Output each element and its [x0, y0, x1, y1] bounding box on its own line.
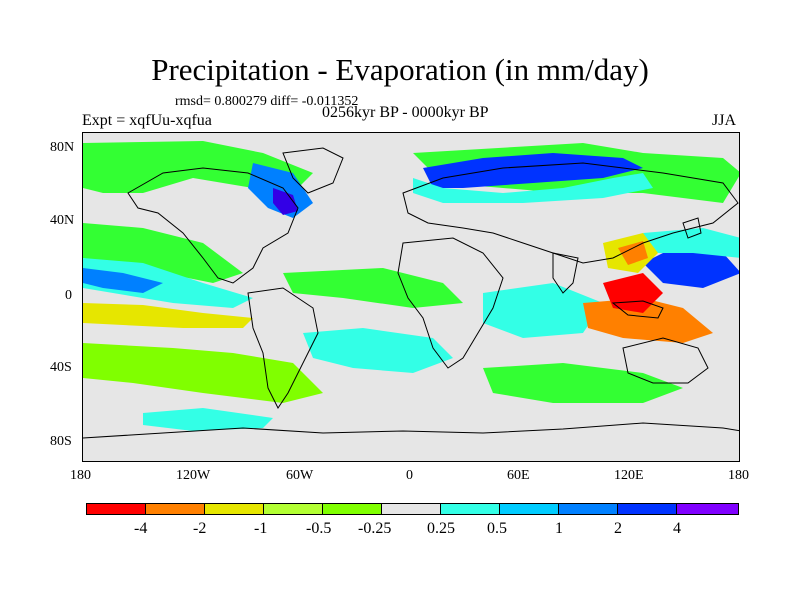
cb-label-1: -2	[193, 520, 207, 537]
lat-label-80n: 80N	[50, 140, 75, 155]
anomaly-cyan-indian	[483, 283, 603, 338]
lon-label-120w: 120W	[176, 468, 211, 483]
cb-swatch-2	[204, 503, 264, 515]
anomaly-purple-atlantic	[273, 188, 298, 215]
lon-label-60w: 60W	[286, 468, 314, 483]
cb-swatch-3	[263, 503, 323, 515]
cb-swatch-1	[145, 503, 205, 515]
anomaly-orange-asia	[618, 241, 648, 265]
coastline-greenland	[282, 147, 344, 194]
cb-swatch-8	[558, 503, 618, 515]
lon-label-0: 0	[406, 468, 413, 483]
lon-label-180e: 180	[728, 468, 749, 483]
coastline-australia	[622, 337, 709, 384]
cb-label-8: 2	[614, 520, 622, 537]
lat-label-0: 0	[65, 288, 72, 303]
anomaly-green-atlantic-band	[283, 268, 463, 308]
anomaly-cyan-pacific	[83, 258, 253, 308]
cb-label-7: 1	[555, 520, 563, 537]
anomaly-green-south	[83, 343, 323, 403]
cb-label-9: 4	[673, 520, 681, 537]
coastline-africa	[397, 237, 504, 369]
cb-label-2: -1	[254, 520, 268, 537]
cb-label-5: 0.25	[427, 520, 455, 537]
stats-text: rmsd= 0.800279 diff= -0.011352	[175, 94, 359, 109]
lat-label-40s: 40S	[50, 360, 72, 375]
lon-label-120e: 120E	[614, 468, 644, 483]
anomaly-cyan-siberia	[413, 173, 653, 203]
cb-label-0: -4	[134, 520, 148, 537]
coastlines	[83, 147, 739, 439]
coastline-south-america	[247, 287, 319, 409]
anomaly-green-pacific	[83, 223, 243, 283]
coastline-eurasia	[402, 162, 739, 264]
cb-label-3: -0.5	[306, 520, 332, 537]
coastline-antarctica	[83, 422, 739, 439]
cb-swatch-4	[322, 503, 382, 515]
cb-swatch-10	[676, 503, 739, 515]
map-title: Precipitation - Evaporation (in mm/day)	[151, 52, 649, 87]
anomaly-cyan-south-ocean	[143, 408, 273, 431]
cb-swatch-7	[499, 503, 559, 515]
anomaly-fields	[83, 141, 739, 431]
anomaly-green-south-pacific	[483, 363, 683, 403]
lat-label-80s: 80S	[50, 434, 72, 449]
coastline-japan	[682, 217, 702, 239]
coastline-north-america	[127, 167, 299, 284]
lat-label-40n: 40N	[50, 213, 75, 228]
anomaly-cyan-south-atlantic	[303, 328, 453, 373]
cb-swatch-0	[86, 503, 146, 515]
anomaly-blue-siberia	[423, 153, 643, 188]
anomaly-orange-indian	[583, 298, 713, 343]
season-label: JJA	[712, 112, 737, 129]
anomaly-blue-atlantic	[248, 163, 313, 218]
lon-label-180w: 180	[70, 468, 91, 483]
map-frame	[82, 132, 740, 462]
coastline-india	[552, 252, 579, 294]
cb-swatch-9	[617, 503, 677, 515]
lon-label-60e: 60E	[507, 468, 530, 483]
world-map	[83, 141, 739, 439]
coastline-indonesia	[611, 300, 664, 319]
cb-label-6: 0.5	[487, 520, 507, 537]
cb-label-4: -0.25	[358, 520, 392, 537]
period-label: 0256kyr BP - 0000kyr BP	[322, 104, 489, 121]
experiment-label: Expt = xqfUu-xqfua	[82, 112, 212, 129]
anomaly-blue-pacific	[83, 268, 163, 293]
cb-swatch-5	[381, 503, 441, 515]
anomaly-orange-pacific	[83, 303, 253, 328]
cb-swatch-6	[440, 503, 500, 515]
